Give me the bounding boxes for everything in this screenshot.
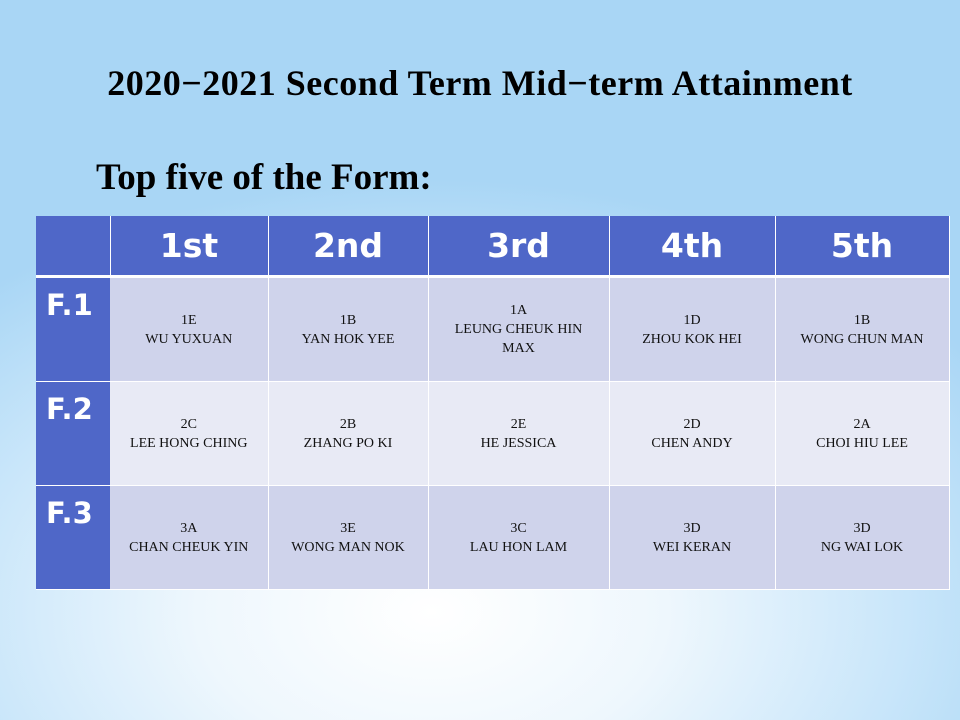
header-corner [36, 216, 111, 278]
student-cell: 2E HE JESSICA [428, 381, 610, 486]
student-class: 1E [180, 312, 197, 328]
student-name: CHEN ANDY [651, 435, 733, 451]
student-class: 1D [683, 312, 701, 328]
student-name: YAN HOK YEE [301, 331, 395, 347]
student-cell: 2A CHOI HIU LEE [775, 381, 950, 486]
student-class: 1A [509, 303, 528, 318]
student-cell: 1B WONG CHUN MAN [775, 276, 950, 382]
student-cell: 3C LAU HON LAM [428, 485, 610, 590]
student-cell: 1E WU YUXUAN [110, 276, 269, 382]
student-class: 3D [853, 520, 871, 536]
header-1st: 1st [110, 216, 269, 278]
header-5th: 5th [775, 216, 950, 278]
student-class: 2E [510, 416, 527, 432]
student-cell: 1A LEUNG CHEUK HIN MAX [428, 276, 610, 382]
student-class: 3A [180, 520, 198, 536]
form-label: F.3 [36, 485, 110, 590]
table-row: F.3 3A CHAN CHEUK YIN 3E WONG MAN NOK 3C LAU H… [36, 485, 950, 590]
student-name: LAU HON LAM [469, 539, 568, 555]
student-cell: 1B YAN HOK YEE [268, 276, 429, 382]
student-name: WU YUXUAN [145, 331, 233, 347]
slide-subtitle: Top five of the Form: [96, 157, 432, 198]
student-name: LEE HONG CHING [130, 435, 248, 451]
student-class: 1B [853, 312, 871, 328]
student-class: 2B [339, 416, 357, 432]
student-class: 2A [853, 416, 871, 432]
student-name: CHOI HIU LEE [816, 435, 908, 451]
student-name: WONG CHUN MAN [800, 331, 924, 347]
student-name: WONG MAN NOK [291, 539, 405, 555]
student-class: 2C [180, 416, 197, 432]
student-name: WEI KERAN [652, 539, 732, 555]
student-class: 3C [510, 520, 527, 536]
student-class: 2D [683, 416, 701, 432]
form-label: F.2 [36, 381, 110, 486]
student-cell: 3D WEI KERAN [609, 485, 776, 590]
header-2nd: 2nd [268, 216, 429, 278]
student-cell: 1D ZHOU KOK HEI [609, 276, 776, 382]
student-class: 3E [340, 520, 356, 536]
student-cell: 3D NG WAI LOK [775, 485, 950, 590]
student-name: LEUNG CHEUK HIN MAX [454, 322, 583, 356]
student-cell: 2C LEE HONG CHING [110, 381, 269, 486]
student-cell: 3E WONG MAN NOK [268, 485, 429, 590]
table-row: F.1 1E WU YUXUAN 1B YAN HOK YEE 1A LEUNG CHEUK… [36, 276, 950, 382]
top-five-table: 1st 2nd 3rd 4th 5th F.1 1E WU YUXUAN 1B YAN … [36, 216, 950, 590]
student-cell: 3A CHAN CHEUK YIN [110, 485, 269, 590]
header-row: 1st 2nd 3rd 4th 5th [36, 216, 950, 278]
student-cell: 2B ZHANG PO KI [268, 381, 429, 486]
student-name: CHAN CHEUK YIN [129, 539, 249, 555]
form-label: F.1 [36, 276, 110, 382]
table-row: F.2 2C LEE HONG CHING 2B ZHANG PO KI 2E HE JES… [36, 381, 950, 486]
student-name: NG WAI LOK [820, 539, 904, 555]
header-4th: 4th [609, 216, 776, 278]
student-name: ZHANG PO KI [303, 435, 393, 451]
student-name: ZHOU KOK HEI [642, 331, 742, 347]
slide-title: 2020−2021 Second Term Mid−term Attainmen… [107, 63, 853, 103]
student-class: 3D [683, 520, 701, 536]
header-3rd: 3rd [428, 216, 610, 278]
student-name: HE JESSICA [480, 435, 557, 451]
student-class: 1B [339, 312, 357, 328]
student-cell: 2D CHEN ANDY [609, 381, 776, 486]
